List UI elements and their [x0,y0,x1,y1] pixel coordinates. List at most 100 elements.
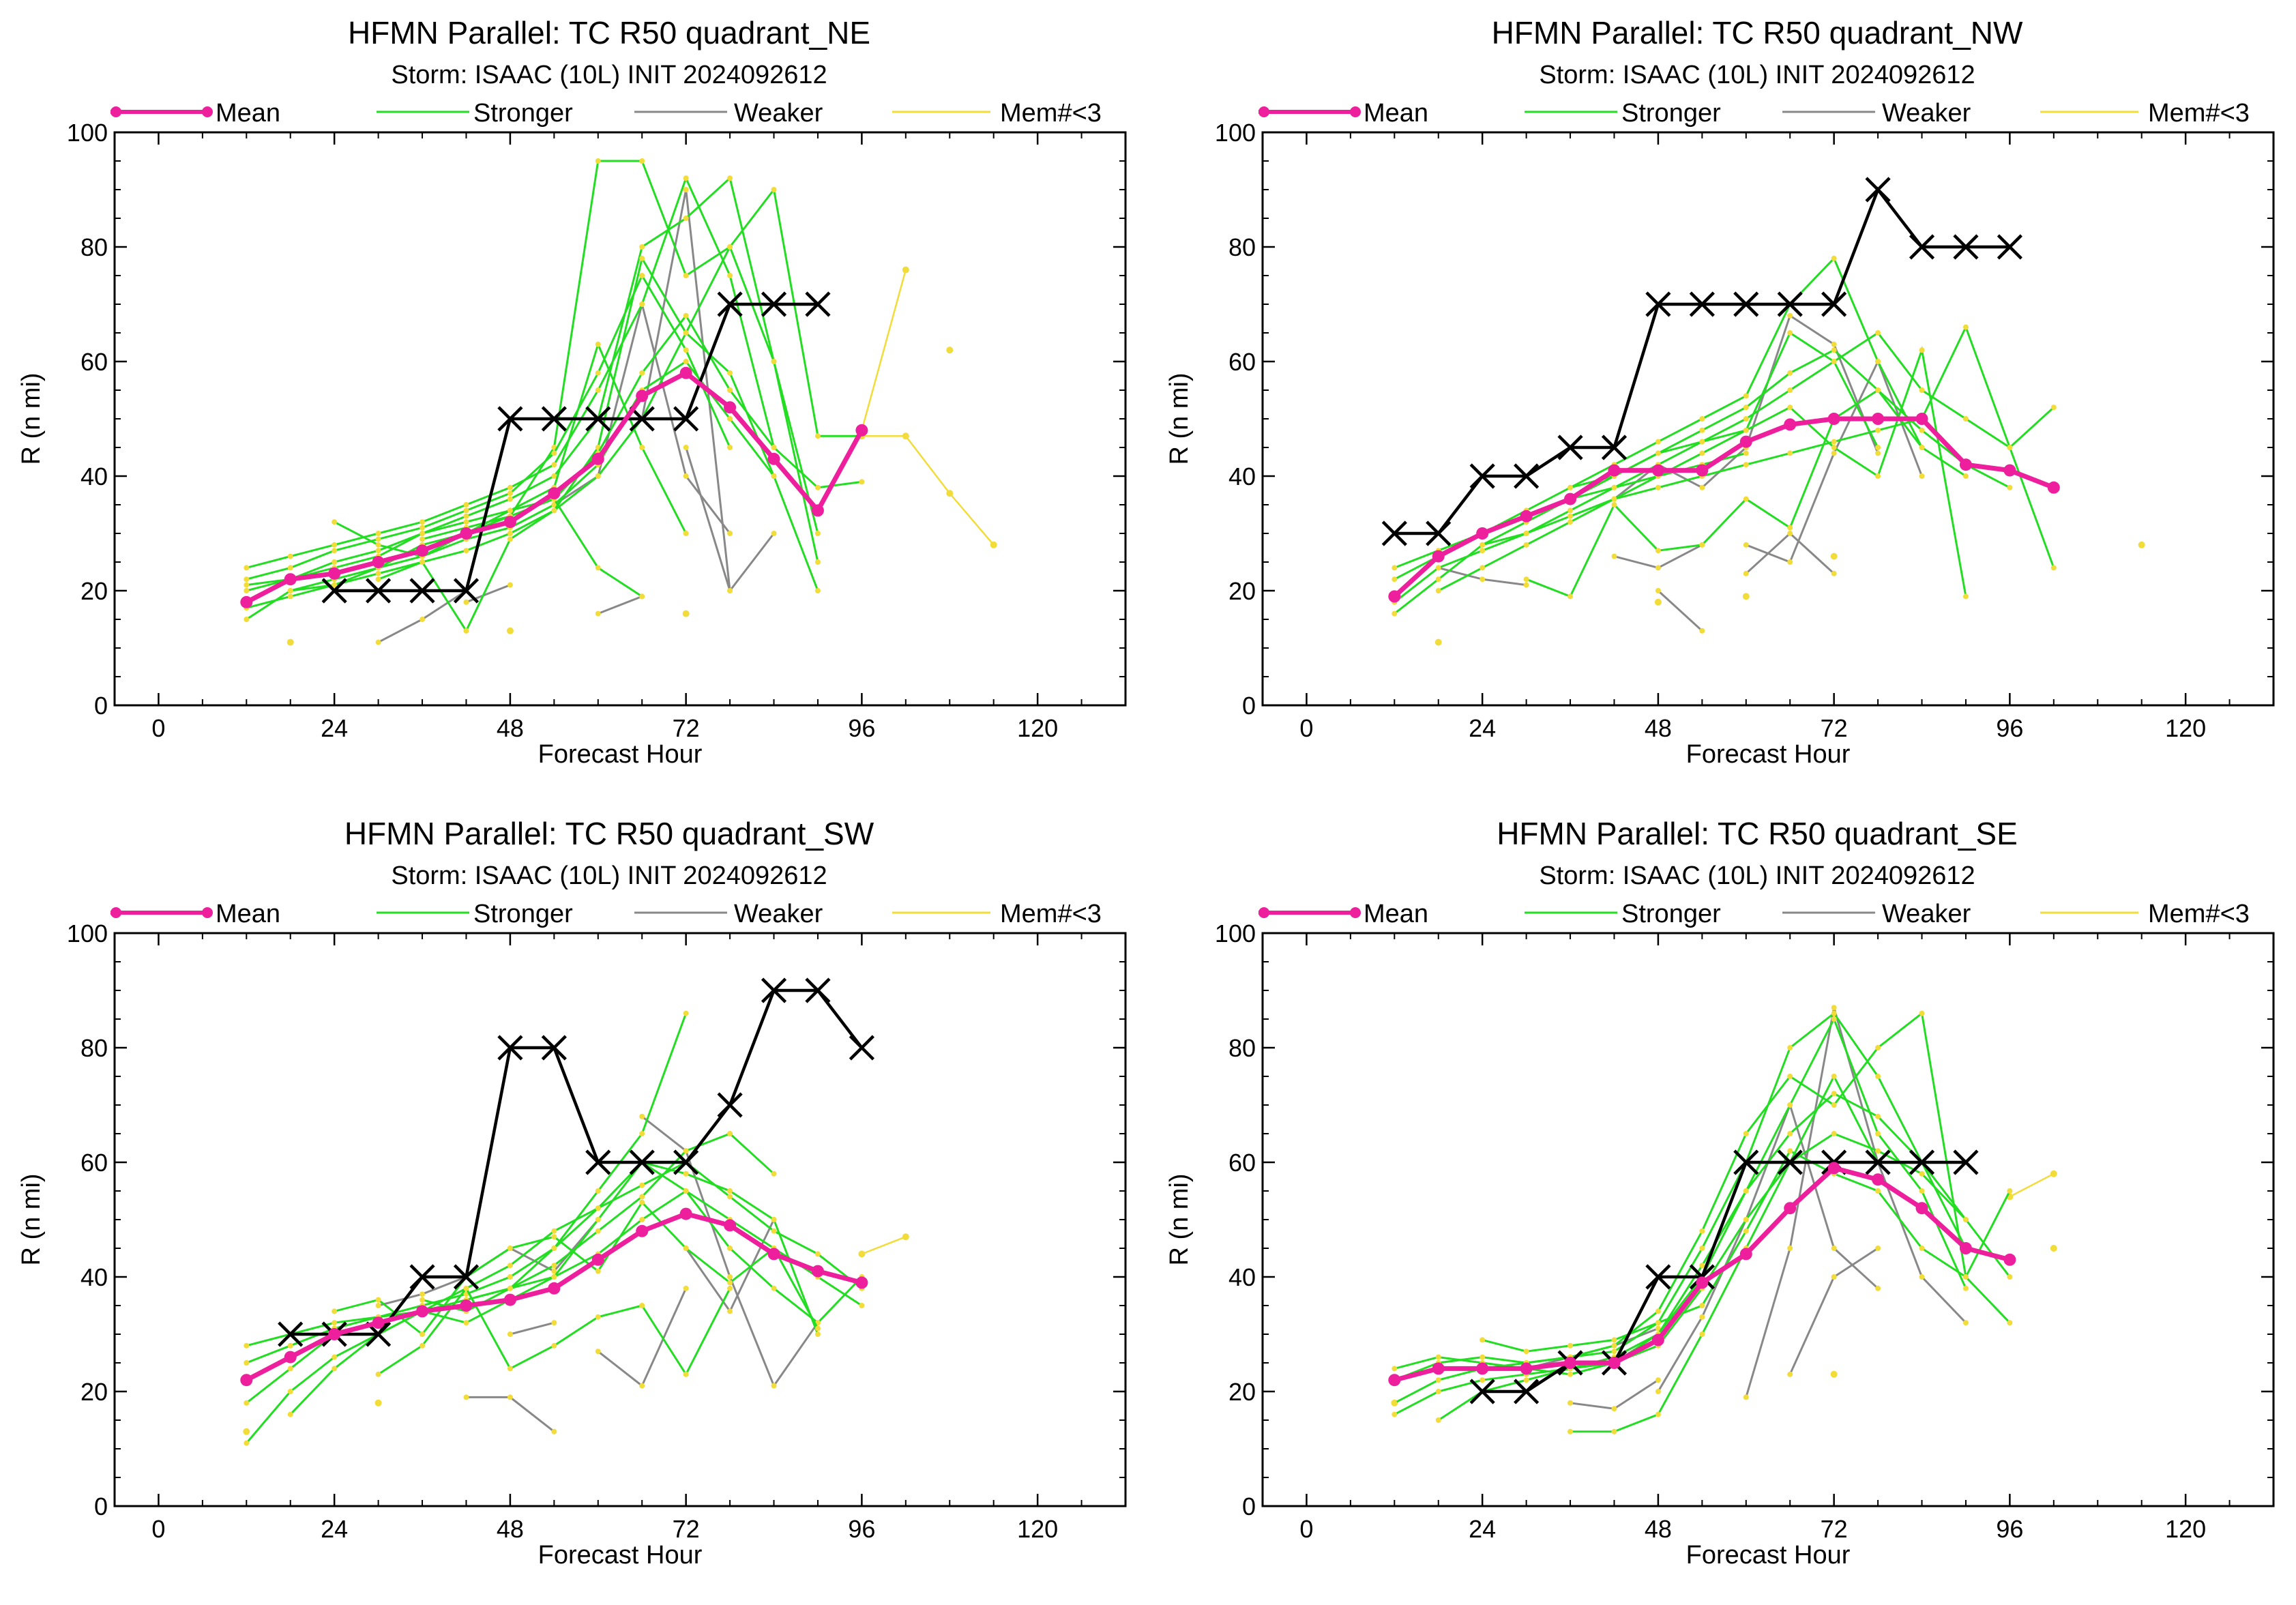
weaker-member-point [1699,1314,1705,1320]
stronger-member-point [1831,1131,1837,1136]
x-tick-label: 0 [1299,714,1313,742]
observed-marker [1381,520,1407,546]
observed-marker [805,977,831,1003]
mean-point [811,504,824,517]
stronger-member-point [2007,484,2013,490]
few-member-point [1830,1370,1838,1378]
stronger-member-point [1787,330,1793,336]
few-member-point [1654,598,1662,606]
stronger-member-point [1743,1188,1749,1194]
stronger-member-line [1394,331,2055,603]
few-member-point [682,610,690,617]
legend-mean-label: Mean [216,99,280,128]
legend-mean-marker [202,907,213,918]
stronger-member-point [1787,370,1793,376]
stronger-member-point [420,1342,426,1349]
stronger-member-point [1699,427,1705,433]
weaker-member-point [1655,1325,1661,1331]
stronger-member-point [1699,416,1705,422]
x-tick-label: 96 [848,714,875,742]
legend-weaker-label: Weaker [734,99,823,128]
stronger-member-point [727,370,733,376]
x-tick-label: 24 [321,714,348,742]
x-tick-label: 120 [1017,1515,1058,1543]
stronger-member-point [420,525,426,531]
stronger-member-point [507,507,513,514]
stronger-member-point [683,347,689,353]
stronger-member-point [1962,1217,1969,1222]
weaker-member-point [771,531,777,536]
y-tick-label: 20 [80,1378,108,1406]
stronger-member-point [244,588,250,593]
stronger-member-point [1435,576,1441,583]
mean-point [1739,1248,1752,1261]
mean-point [1915,413,1928,425]
few-member-point [858,1250,866,1258]
weaker-member-point [683,1285,689,1291]
x-tick-label: 0 [151,714,165,742]
stronger-member-point [1392,576,1398,583]
stronger-member-point [287,593,293,600]
y-tick-label: 0 [1242,1492,1256,1520]
chart-title: HFMN Parallel: TC R50 quadrant_NW [1492,15,2023,50]
stronger-member-point [2007,1274,2013,1280]
legend-weaker-label: Weaker [1882,900,1971,928]
stronger-member-point [814,433,821,439]
weaker-member-point [1919,1274,1925,1280]
stronger-member-point [595,1268,601,1274]
y-tick-label: 80 [1228,233,1256,261]
stronger-member-point [1875,1188,1881,1194]
stronger-member-line [246,1013,688,1444]
weaker-member-point [463,1394,469,1400]
observed-marker [1997,234,2022,260]
stronger-member-point [244,565,250,571]
stronger-member-point [1919,387,1925,393]
weaker-member-line [1657,1316,1703,1392]
y-tick-label: 0 [94,692,108,720]
stronger-member-point [595,565,601,571]
y-tick-label: 80 [1228,1034,1256,1062]
mean-point [811,1265,824,1278]
weaker-member-point [1655,1389,1661,1394]
legend-stronger-label: Stronger [473,99,573,128]
few-member-line [862,435,995,546]
stronger-member-point [1568,484,1574,490]
stronger-member-line [246,497,643,598]
observed-marker [1953,234,1979,260]
legend-mean-label: Mean [1364,900,1428,928]
stronger-member-point [1919,445,1925,450]
stronger-member-point [727,1246,733,1251]
stronger-member-point [1919,1246,1925,1251]
mean-point [240,595,253,608]
y-tick-label: 80 [80,233,108,261]
weaker-member-point [507,582,513,588]
stronger-member-point [727,1188,733,1194]
observed-marker [409,1264,435,1290]
y-tick-label: 40 [1228,462,1256,490]
stronger-member-point [463,513,469,519]
stronger-member-point [683,1246,689,1251]
legend-mean-marker [1350,106,1361,117]
stronger-member-point [1568,507,1574,514]
x-tick-label: 48 [1645,1515,1672,1543]
stronger-member-point [771,359,777,364]
stronger-member-point [287,1366,293,1372]
stronger-member-point [1699,1331,1705,1337]
stronger-member-point [1523,1349,1529,1355]
stronger-member-point [1611,1342,1617,1349]
weaker-member-point [1831,450,1837,456]
weaker-member-point [1831,341,1837,347]
stronger-member-point [244,617,250,622]
stronger-member-point [1787,404,1793,411]
stronger-member-point [375,1297,381,1303]
stronger-member-point [1875,1045,1881,1050]
stronger-member-point [551,1263,557,1269]
stronger-member-point [1655,439,1661,445]
stronger-member-point [463,628,469,634]
stronger-member-point [771,445,777,450]
weaker-member-line [465,584,511,604]
stronger-member-point [1919,1170,1925,1177]
few-member-point [902,266,909,274]
stronger-member-point [1523,531,1529,536]
